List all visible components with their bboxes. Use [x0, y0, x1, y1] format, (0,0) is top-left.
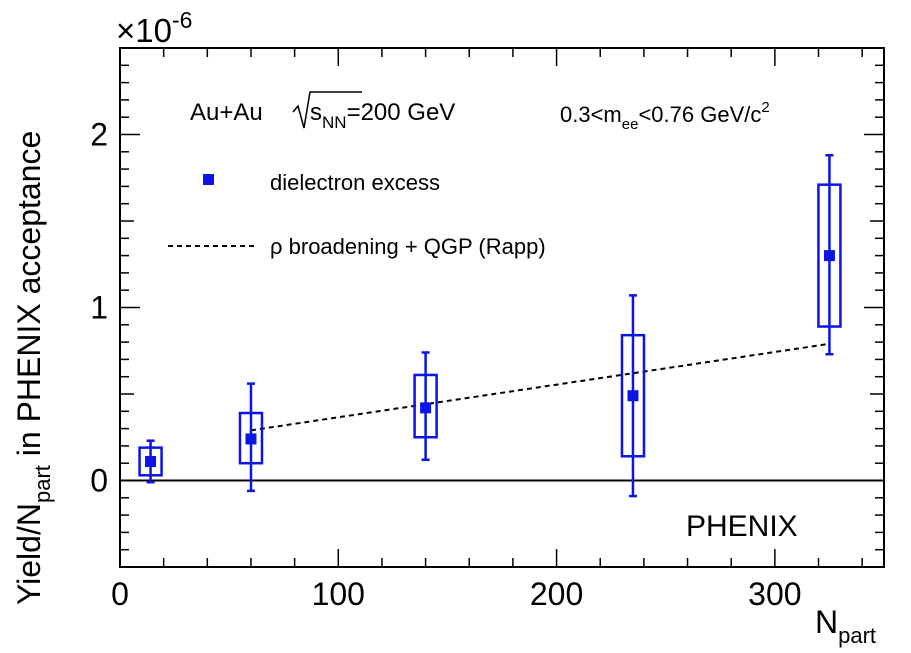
- y-scale-label: ×10-6: [116, 7, 192, 49]
- sys-error-box: [817, 183, 842, 328]
- y-tick-labels: 0 1 2: [90, 117, 108, 499]
- data-point: [413, 351, 438, 461]
- sys-error-box: [620, 333, 646, 458]
- data-marker: [245, 433, 257, 445]
- data-point: [238, 382, 264, 493]
- data-point: [620, 294, 646, 498]
- x-tick-label: 300: [748, 576, 801, 612]
- system-annotation: Au+Au sNN=200 GeV: [190, 91, 455, 132]
- theory-line: [250, 342, 830, 432]
- sqrt-sign-icon: [292, 91, 362, 129]
- data-point: [817, 154, 842, 356]
- data-marker: [627, 390, 639, 402]
- data-points: [138, 154, 842, 498]
- y-tick-label: 1: [90, 290, 108, 326]
- experiment-label: PHENIX: [686, 510, 798, 543]
- theory-curve: [250, 342, 830, 432]
- legend: dielectron excess ρ broadening + QGP (Ra…: [168, 170, 546, 259]
- y-tick-label: 2: [90, 117, 108, 153]
- data-point: [138, 439, 163, 484]
- x-tick-labels: 0 100 200 300: [111, 576, 801, 612]
- x-axis-title: Npart: [815, 604, 876, 648]
- system-text: Au+Au: [190, 99, 263, 126]
- sys-error-box: [138, 446, 163, 477]
- legend-label-theory: ρ broadening + QGP (Rapp): [270, 234, 546, 259]
- x-tick-label: 200: [530, 576, 583, 612]
- x-tick-label: 0: [111, 576, 129, 612]
- sys-error-box: [413, 373, 438, 439]
- data-marker: [420, 402, 432, 414]
- axis-ticks: [119, 47, 884, 568]
- x-tick-label: 100: [312, 576, 365, 612]
- y-tick-label: 0: [90, 463, 108, 499]
- mass-range-annotation: 0.3<mee<0.76 GeV/c2: [560, 99, 770, 133]
- legend-marker-square: [203, 174, 214, 185]
- svg-text:sNN=200 GeV: sNN=200 GeV: [310, 99, 455, 132]
- legend-label-excess: dielectron excess: [270, 170, 440, 195]
- data-marker: [823, 250, 835, 262]
- sys-error-box: [238, 411, 264, 465]
- data-marker: [145, 455, 157, 467]
- y-axis-title: Yield/Npart in PHENIX acceptance: [11, 131, 55, 605]
